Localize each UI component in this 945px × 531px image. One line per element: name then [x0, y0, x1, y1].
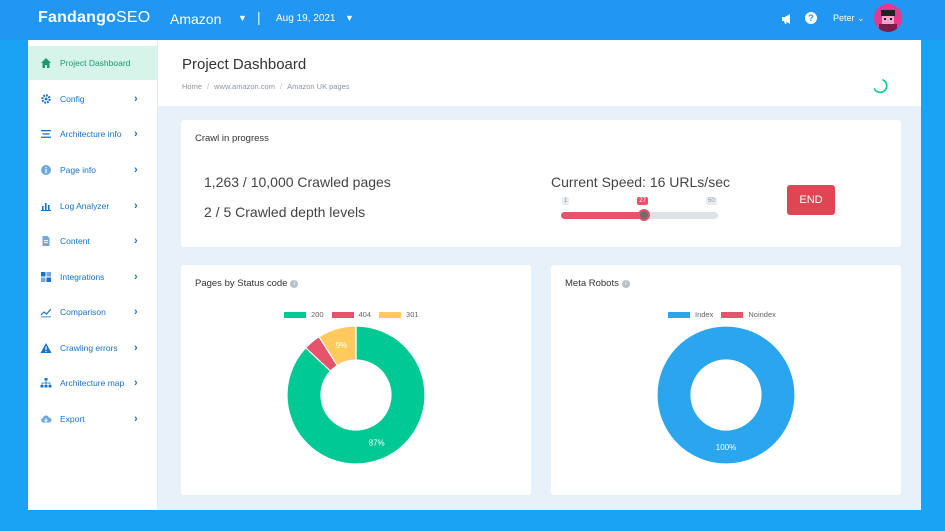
top-bar: FandangoSEO Amazon ▼ | Aug 19, 2021 ▼ ? …: [0, 0, 945, 40]
chevron-right-icon: ›: [134, 164, 138, 176]
chevron-right-icon: ›: [134, 235, 138, 247]
info-icon[interactable]: i: [290, 280, 299, 288]
chevron-right-icon: ›: [134, 306, 138, 318]
project-selector[interactable]: Amazon: [170, 11, 222, 27]
sidebar-item-project-dashboard[interactable]: Project Dashboard: [28, 46, 158, 80]
speed-slider-fill: [561, 212, 645, 219]
sitemap-icon: [40, 378, 52, 388]
legend-item-index[interactable]: Index: [668, 310, 713, 319]
chevron-right-icon: ›: [134, 93, 138, 105]
card-title: Crawl in progress: [195, 133, 269, 144]
donut-label-index: 100%: [716, 443, 736, 452]
chart-legend: Index Noindex: [668, 310, 784, 319]
help-icon[interactable]: ?: [805, 12, 817, 24]
status-code-donut-chart: 87% 9%: [286, 325, 426, 465]
slider-current-label: 27: [637, 197, 648, 205]
chevron-down-icon[interactable]: ▼: [345, 13, 354, 23]
sidebar-item-label: Integrations: [60, 272, 105, 282]
legend-item-301[interactable]: 301: [379, 310, 419, 319]
gear-icon: [41, 94, 51, 104]
breadcrumb-domain[interactable]: www.amazon.com: [214, 82, 275, 91]
meta-robots-donut-chart: 100%: [656, 325, 796, 465]
sidebar-item-crawling-errors[interactable]: Crawling errors ›: [28, 331, 158, 365]
status-code-card: Pages by Status code i 200 404 301 87% 9%: [181, 265, 531, 495]
info-icon[interactable]: i: [621, 280, 630, 288]
donut-label-301: 9%: [336, 341, 348, 350]
sidebar-item-architecture-info[interactable]: Architecture info ›: [28, 117, 158, 151]
divider: |: [257, 9, 261, 25]
loading-spinner-icon: [873, 79, 888, 94]
avatar[interactable]: [874, 4, 902, 32]
chevron-right-icon: ›: [134, 413, 138, 425]
legend-item-noindex[interactable]: Noindex: [721, 310, 776, 319]
sidebar-item-architecture-map[interactable]: Architecture map ›: [28, 366, 158, 400]
sidebar-item-comparison[interactable]: Comparison ›: [28, 295, 158, 329]
home-icon: [41, 58, 51, 68]
info-icon: [41, 165, 51, 175]
meta-robots-card: Meta Robots i Index Noindex 100%: [551, 265, 901, 495]
sidebar-item-label: Content: [60, 236, 90, 246]
sidebar-item-config[interactable]: Config ›: [28, 82, 158, 116]
grid-icon: [41, 272, 51, 282]
sidebar-item-content[interactable]: Content ›: [28, 224, 158, 258]
chevron-down-icon[interactable]: ▼: [238, 13, 247, 23]
sidebar-item-label: Crawling errors: [60, 343, 118, 353]
chevron-right-icon: ›: [134, 200, 138, 212]
sidebar-item-label: Log Analyzer: [60, 201, 110, 211]
sidebar-item-label: Comparison: [60, 307, 106, 317]
donut-slice-index[interactable]: [656, 325, 796, 465]
sidebar-item-label: Architecture map: [60, 378, 125, 388]
sidebar-item-label: Config: [60, 94, 85, 104]
current-speed: Current Speed: 16 URLs/sec: [551, 174, 730, 190]
chevron-right-icon: ›: [134, 342, 138, 354]
chart-legend: 200 404 301: [284, 310, 427, 319]
legend-item-200[interactable]: 200: [284, 310, 324, 319]
donut-label-200: 87%: [369, 439, 385, 448]
crawled-pages: 1,263 / 10,000 Crawled pages: [204, 174, 391, 190]
chevron-right-icon: ›: [134, 271, 138, 283]
slider-max-label: 50: [706, 197, 717, 205]
cloud-icon: [41, 415, 52, 423]
sidebar-item-label: Page info: [60, 165, 96, 175]
breadcrumb-home[interactable]: Home: [182, 82, 203, 91]
end-crawl-button[interactable]: END: [787, 185, 835, 215]
legend-item-404[interactable]: 404: [331, 310, 371, 319]
crawl-progress-card: Crawl in progress 1,263 / 10,000 Crawled…: [181, 120, 901, 247]
card-title: Meta Robots i: [565, 278, 630, 289]
chevron-right-icon: ›: [134, 128, 138, 140]
app-logo[interactable]: FandangoSEO: [38, 9, 151, 26]
document-icon: [42, 236, 50, 246]
sidebar-item-integrations[interactable]: Integrations ›: [28, 260, 158, 294]
sidebar-item-log-analyzer[interactable]: Log Analyzer ›: [28, 189, 158, 223]
slider-min-label: 1: [562, 197, 570, 205]
page-header: Project Dashboard Home / www.amazon.com / Am…: [158, 40, 921, 106]
sidebar-item-label: Export: [60, 414, 85, 424]
sidebar-item-page-info[interactable]: Page info ›: [28, 153, 158, 187]
card-title: Pages by Status code i: [195, 278, 299, 289]
user-menu[interactable]: Peter ⌄: [833, 13, 865, 23]
megaphone-icon[interactable]: [781, 13, 793, 25]
donut-slice-200[interactable]: [286, 325, 426, 465]
crawled-depth: 2 / 5 Crawled depth levels: [204, 204, 366, 220]
sidebar-item-export[interactable]: Export ›: [28, 402, 158, 436]
bar-chart-icon: [41, 203, 51, 211]
page-title: Project Dashboard: [182, 56, 307, 73]
date-selector[interactable]: Aug 19, 2021: [276, 13, 336, 24]
speed-slider-handle[interactable]: [638, 209, 651, 221]
chevron-right-icon: ›: [134, 377, 138, 389]
sidebar-item-label: Project Dashboard: [60, 58, 131, 68]
warning-icon: [40, 343, 52, 353]
list-icon: [41, 130, 51, 138]
breadcrumb-current: Amazon UK pages: [287, 82, 350, 91]
breadcrumb: Home / www.amazon.com / Amazon UK pages: [182, 82, 350, 91]
app-frame: Project Dashboard Config › Architecture …: [28, 40, 921, 510]
sidebar: Project Dashboard Config › Architecture …: [28, 40, 158, 510]
sidebar-item-label: Architecture info: [60, 129, 122, 139]
donut-slice-301[interactable]: [318, 325, 357, 367]
line-chart-icon: [40, 308, 52, 318]
